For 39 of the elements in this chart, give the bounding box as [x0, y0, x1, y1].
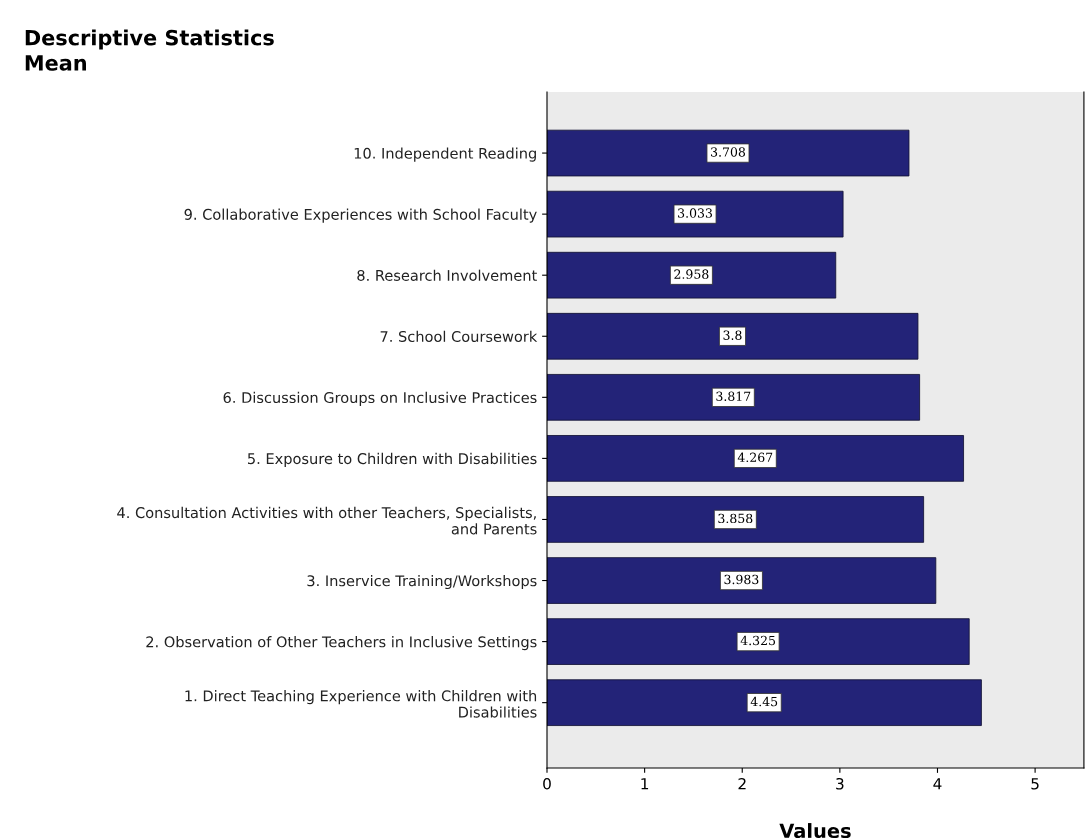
- data-label: 3.708: [711, 147, 746, 157]
- y-tick-label: 4. Consultation Activities with other Teachers, Specialists, and Parents: [117, 506, 537, 535]
- y-tick-label: 10. Independent Reading: [354, 147, 536, 162]
- y-tick-label: 8. Research Involvement: [357, 269, 537, 281]
- data-label: 3.858: [718, 513, 753, 524]
- y-tick-label: 1. Direct Teaching Experience with Children with Disabilities: [185, 690, 537, 718]
- bar: [547, 251, 837, 299]
- data-label: 4.267: [737, 452, 773, 463]
- x-tick-label: 0: [543, 777, 551, 790]
- data-label: 2.958: [674, 269, 709, 279]
- data-label: 4.325: [740, 635, 776, 646]
- y-tick-label: 6. Discussion Groups on Inclusive Practices: [223, 391, 537, 406]
- y-tick-label: 7. School Coursework: [380, 330, 538, 343]
- text: Mean: [25, 55, 86, 71]
- x-axis-title: Values: [779, 823, 851, 839]
- y-tick-label: 3. Inservice Training/Workshops: [307, 574, 537, 590]
- bar: [547, 618, 970, 665]
- bar: [547, 557, 937, 604]
- data-label: 4.45: [750, 696, 778, 707]
- bar: [547, 312, 919, 360]
- data-label: 3.8: [723, 330, 742, 340]
- x-tick-label: 4: [933, 778, 942, 790]
- bar: [547, 374, 921, 421]
- data-label: 3.983: [724, 574, 759, 585]
- y-tick-label: 2. Observation of Other Teachers in Inclusive Settings: [146, 636, 537, 651]
- y-tick-label: 9. Collaborative Experiences with School Faculty: [184, 208, 537, 223]
- x-tick-label: 3: [836, 777, 844, 790]
- data-label: 3.033: [678, 208, 713, 218]
- x-tick-label: 5: [1031, 778, 1039, 790]
- x-tick-label: 1: [641, 778, 649, 790]
- bar: [547, 496, 925, 543]
- bar: [547, 129, 910, 177]
- y-tick-label: 5. Exposure to Children with Disabilities: [248, 452, 537, 467]
- bar: [547, 190, 844, 238]
- data-label: 3.817: [716, 391, 751, 401]
- bar: [547, 679, 982, 726]
- text: Descriptive Statistics: [25, 29, 274, 50]
- bar: [547, 435, 964, 482]
- x-tick-label: 2: [738, 777, 746, 790]
